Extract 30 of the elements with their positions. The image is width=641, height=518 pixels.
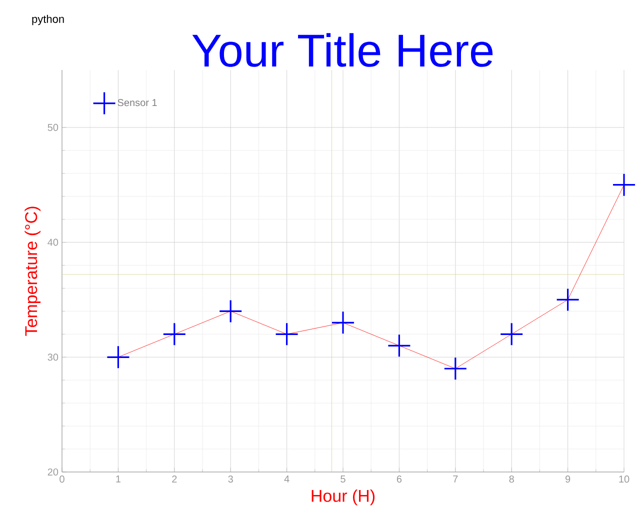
point bbox=[613, 174, 636, 196]
x-tick-label: 3 bbox=[228, 476, 233, 483]
x-tick-label: 4 bbox=[284, 476, 290, 482]
x-tick-label: 7 bbox=[453, 476, 458, 482]
y-tick-label: 20 bbox=[48, 468, 58, 476]
y-tick-label: 40 bbox=[48, 238, 58, 246]
text: python bbox=[32, 14, 64, 26]
point bbox=[444, 358, 466, 380]
x-tick-label: 2 bbox=[172, 476, 177, 482]
point bbox=[556, 288, 579, 311]
x-tick-label: 10 bbox=[619, 476, 630, 483]
x-tick-label: 8 bbox=[509, 476, 514, 483]
chart-title: Your Title Here bbox=[192, 33, 493, 67]
x-tick-label: 9 bbox=[565, 476, 570, 483]
x-tick-label: 5 bbox=[340, 476, 346, 482]
x-tick-label: 0 bbox=[60, 476, 64, 483]
point bbox=[220, 300, 242, 322]
y-tick-label: 50 bbox=[48, 124, 58, 131]
point bbox=[163, 323, 186, 346]
x-axis-title: Hour (H) bbox=[312, 489, 375, 506]
y-tick-label: 30 bbox=[48, 354, 58, 361]
x-tick-label: 6 bbox=[396, 476, 402, 483]
legend-label: Sensor 1 bbox=[118, 99, 157, 106]
point bbox=[332, 312, 354, 334]
point bbox=[276, 323, 298, 346]
y-axis-title: Temperature (°C) bbox=[24, 206, 41, 336]
point bbox=[500, 323, 523, 346]
x-tick-label: 1 bbox=[116, 476, 120, 482]
point bbox=[388, 334, 410, 357]
point bbox=[107, 346, 130, 368]
